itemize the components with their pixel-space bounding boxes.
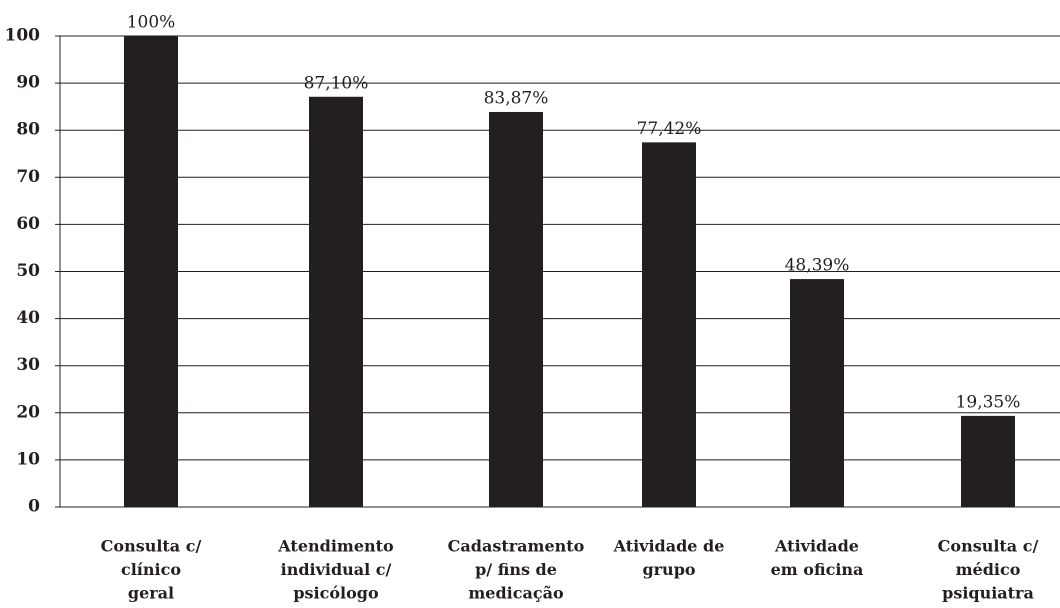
x-tick-label-line: Consulta c/ bbox=[938, 537, 1039, 556]
y-tick-label: 0 bbox=[28, 497, 40, 517]
y-tick-label: 90 bbox=[16, 73, 40, 93]
y-tick-label: 40 bbox=[16, 308, 40, 328]
x-tick-label-line: clínico bbox=[121, 560, 181, 579]
y-tick-label: 80 bbox=[16, 120, 40, 140]
bar bbox=[961, 415, 1015, 507]
x-tick-label: Atendimento individual c/psicólogo bbox=[277, 537, 394, 603]
x-tick-label: Cadastramento p/ fins de medicação bbox=[448, 537, 585, 603]
data-label: 83,87% bbox=[484, 88, 549, 108]
x-tick-label: Consulta c/médico psiquiatra bbox=[938, 537, 1039, 603]
x-tick-label-line: psiquiatra bbox=[942, 584, 1034, 603]
x-tick-label: Atividade de grupo bbox=[613, 537, 725, 580]
x-tick-label-line: em oficina bbox=[771, 560, 864, 579]
x-tick-label-line: Consulta c/ bbox=[101, 537, 202, 556]
y-tick-label: 50 bbox=[16, 261, 40, 281]
bar bbox=[489, 111, 543, 508]
y-tick-label: 30 bbox=[16, 355, 40, 375]
y-tick-label: 60 bbox=[16, 214, 40, 234]
x-tick-label: Consulta c/clínico geral bbox=[101, 537, 202, 603]
x-tick-label-line: Cadastramento bbox=[448, 537, 585, 556]
bar bbox=[642, 142, 696, 507]
x-tick-label-line: individual c/ bbox=[281, 560, 392, 579]
data-label: 48,39% bbox=[785, 256, 850, 276]
bar bbox=[309, 96, 363, 507]
bar bbox=[124, 36, 178, 507]
data-label: 87,10% bbox=[304, 73, 369, 93]
x-tick-label-line: grupo bbox=[642, 560, 695, 579]
data-label: 19,35% bbox=[956, 392, 1021, 412]
y-tick-label: 70 bbox=[16, 167, 40, 187]
x-tick-label-line: geral bbox=[128, 584, 174, 603]
x-tick-label-line: Atendimento bbox=[277, 537, 394, 556]
data-label: 100% bbox=[127, 13, 176, 33]
x-tick-label-line: médico bbox=[956, 560, 1021, 579]
x-tick-label-line: medicação bbox=[468, 584, 564, 603]
data-label: 77,42% bbox=[637, 119, 702, 139]
x-tick-label-line: Atividade de bbox=[613, 537, 725, 556]
y-tick-label: 10 bbox=[16, 449, 40, 469]
y-tick-label: 100 bbox=[5, 26, 41, 46]
y-tick-label: 20 bbox=[16, 402, 40, 422]
x-tick-label-line: p/ fins de bbox=[475, 560, 557, 579]
bar bbox=[790, 279, 844, 507]
x-tick-label-line: Atividade bbox=[774, 537, 859, 556]
x-tick-label: Atividade em oficina bbox=[771, 537, 864, 580]
x-tick-label-line: psicólogo bbox=[293, 584, 379, 603]
